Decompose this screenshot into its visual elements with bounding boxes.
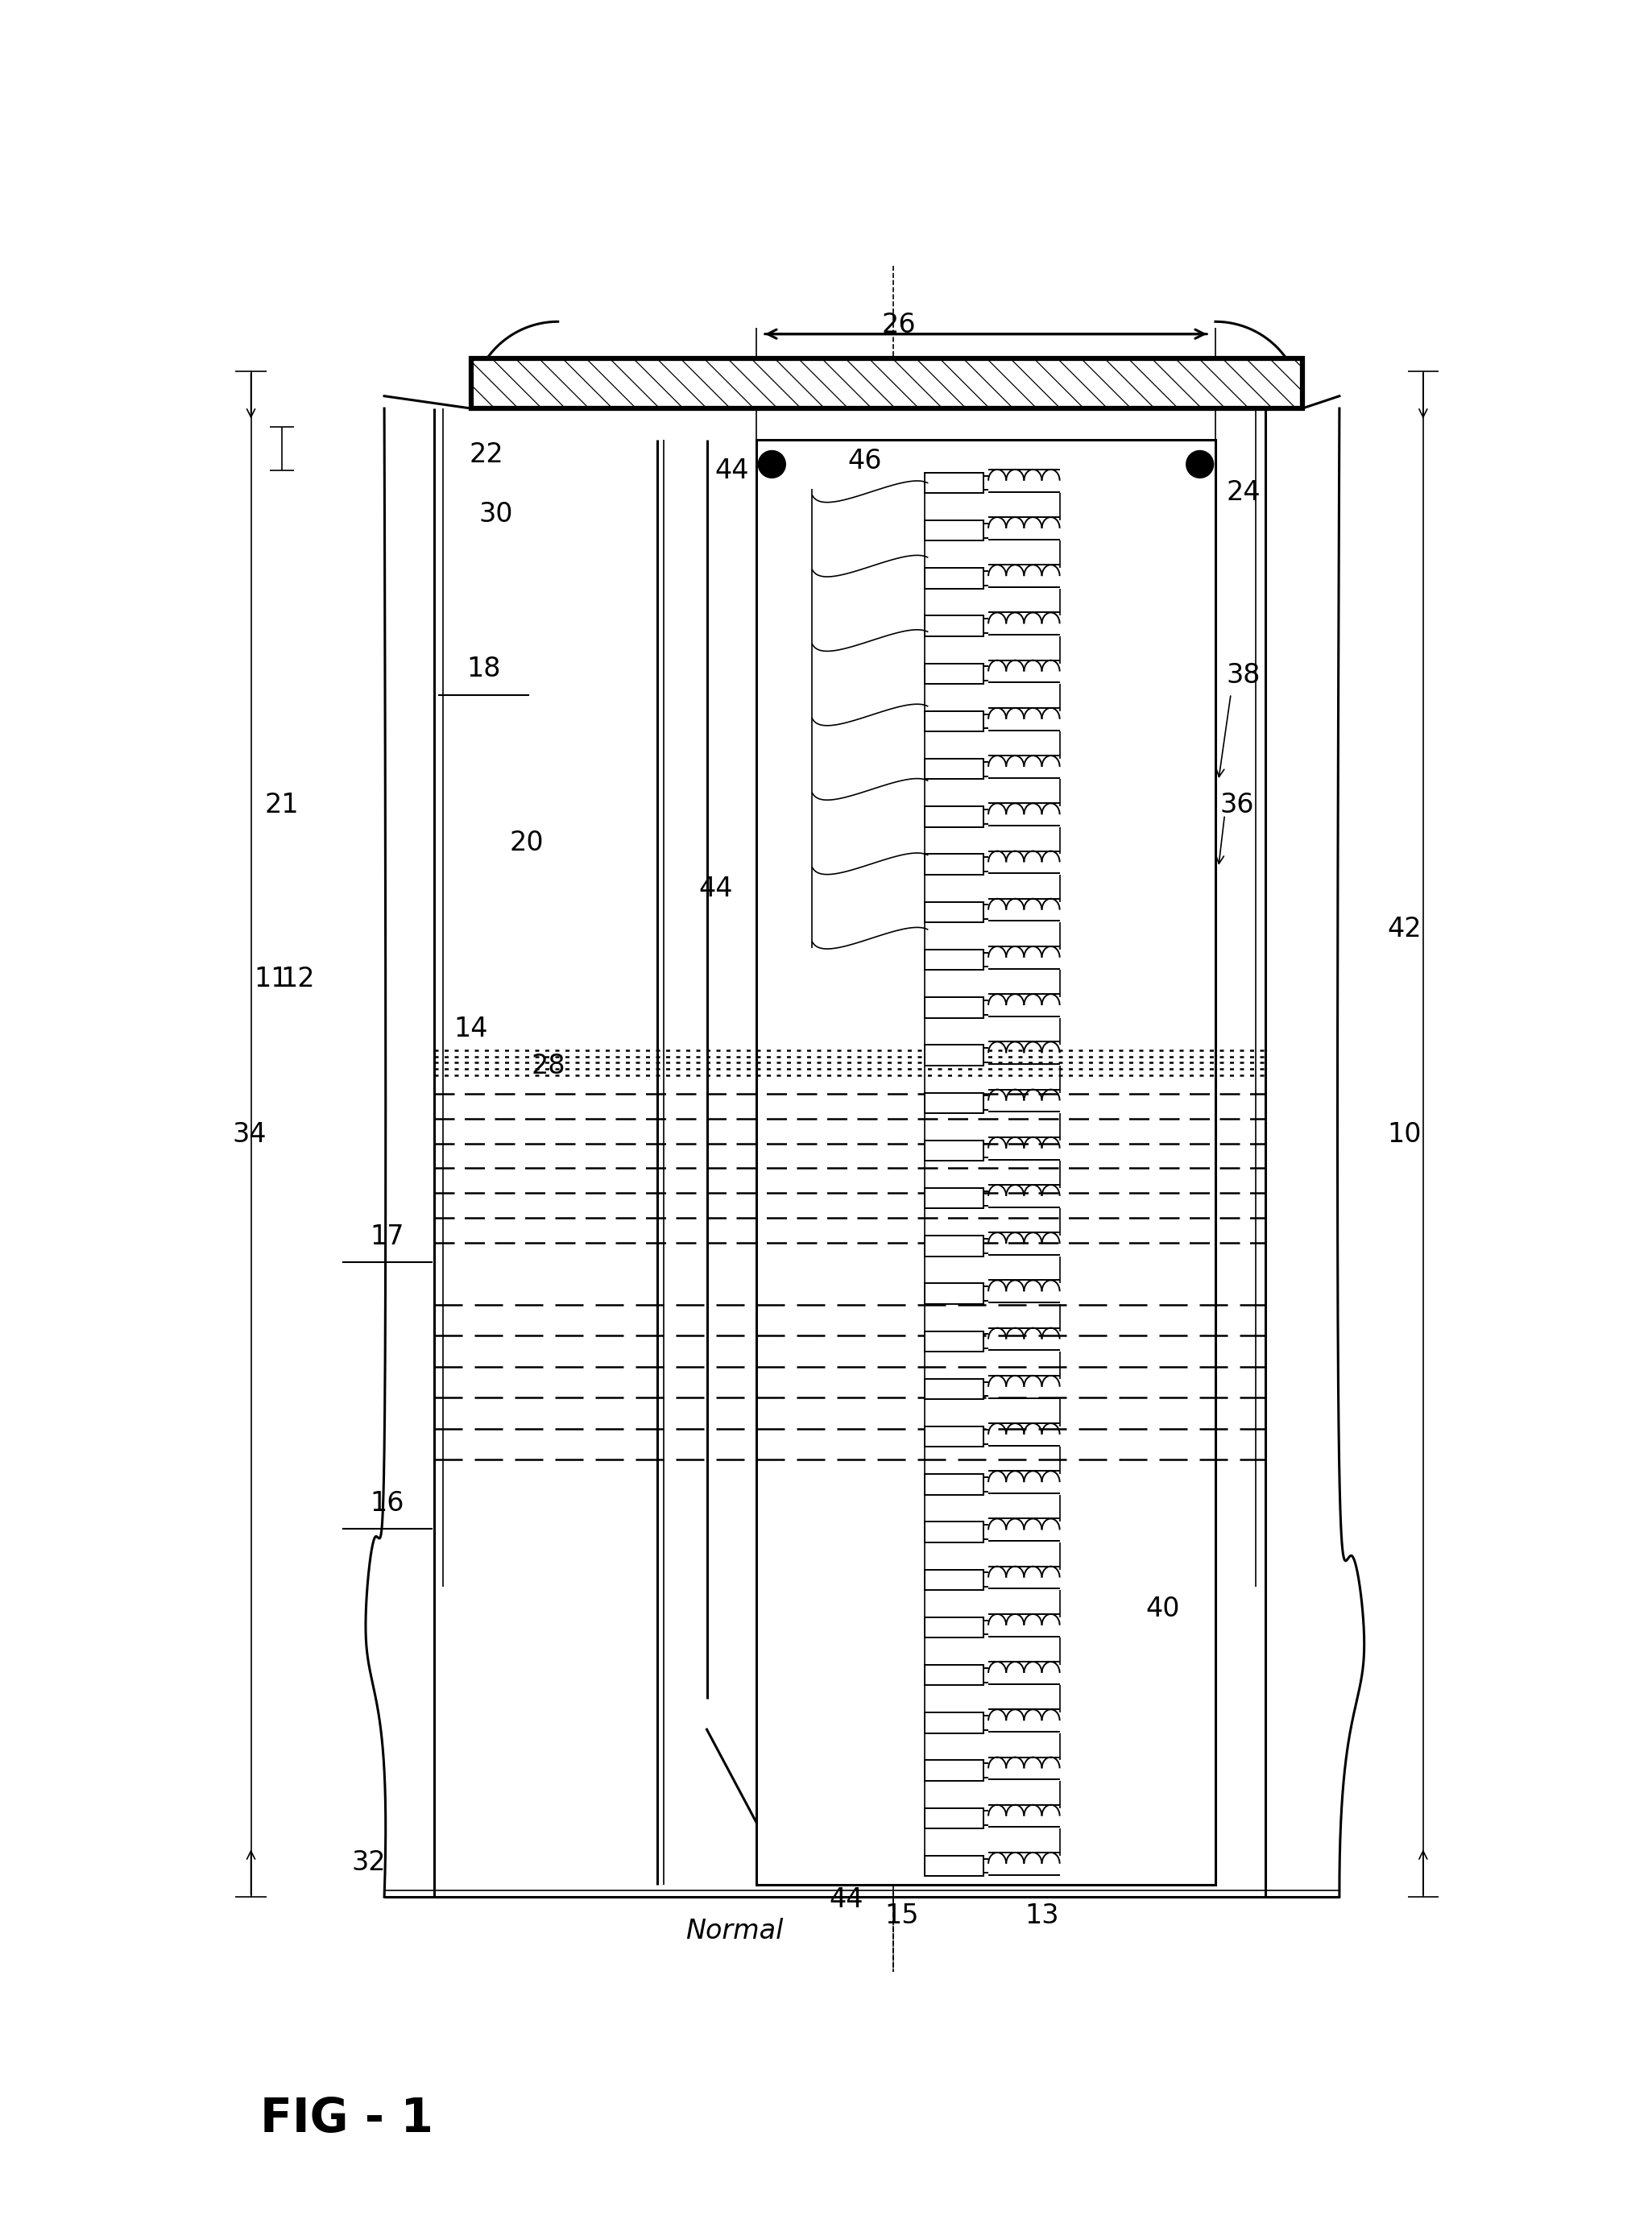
Text: 28: 28 (532, 1052, 565, 1079)
Text: 18: 18 (466, 656, 501, 682)
Bar (925, 1378, 983, 1400)
Text: 40: 40 (1145, 1595, 1180, 1621)
Bar (925, 997, 983, 1017)
Bar (925, 855, 983, 875)
Text: 26: 26 (882, 312, 917, 339)
Bar (925, 1045, 983, 1065)
Text: Normal: Normal (686, 1918, 783, 1945)
Text: 12: 12 (281, 966, 314, 992)
Bar (925, 1187, 983, 1209)
Circle shape (758, 450, 786, 478)
Bar (925, 1522, 983, 1542)
Bar (925, 1570, 983, 1590)
Bar (925, 902, 983, 921)
Bar (925, 1807, 983, 1827)
Text: 38: 38 (1226, 662, 1260, 689)
Bar (925, 1712, 983, 1732)
Text: 30: 30 (479, 501, 514, 527)
Bar (925, 760, 983, 780)
Text: 13: 13 (1024, 1903, 1059, 1929)
Bar (925, 521, 983, 540)
Text: 10: 10 (1388, 1121, 1422, 1147)
Text: 24: 24 (1226, 478, 1260, 505)
Bar (925, 1236, 983, 1256)
Circle shape (1186, 450, 1214, 478)
Text: 20: 20 (510, 828, 544, 855)
Bar (925, 711, 983, 731)
Text: 42: 42 (1388, 917, 1422, 944)
Bar (925, 1282, 983, 1305)
Bar (925, 664, 983, 684)
Bar (925, 472, 983, 494)
Bar (925, 950, 983, 970)
Text: 17: 17 (370, 1223, 405, 1249)
Text: 22: 22 (469, 441, 504, 467)
Text: 36: 36 (1219, 793, 1254, 820)
Text: 34: 34 (231, 1121, 266, 1147)
Bar (925, 1856, 983, 1876)
Bar (925, 1092, 983, 1114)
Bar (925, 1141, 983, 1161)
Text: 11: 11 (254, 966, 289, 992)
Text: 14: 14 (454, 1014, 489, 1041)
Text: 15: 15 (885, 1903, 919, 1929)
Text: 16: 16 (370, 1491, 405, 1517)
Text: FIG - 1: FIG - 1 (261, 2095, 433, 2142)
Text: 44: 44 (699, 875, 733, 902)
Bar (925, 1666, 983, 1686)
Text: 46: 46 (847, 447, 882, 474)
Bar (925, 1331, 983, 1351)
Bar (925, 1761, 983, 1781)
Bar (925, 806, 983, 826)
Bar (925, 1617, 983, 1637)
Bar (471, 359, 1302, 408)
Text: 44: 44 (829, 1887, 864, 1914)
Bar (925, 567, 983, 589)
Bar (757, 439, 1216, 1885)
Bar (925, 1426, 983, 1446)
Bar (925, 616, 983, 636)
Text: 44: 44 (714, 456, 748, 483)
Text: 32: 32 (352, 1850, 387, 1876)
Text: 21: 21 (264, 793, 299, 820)
Bar (925, 1475, 983, 1495)
